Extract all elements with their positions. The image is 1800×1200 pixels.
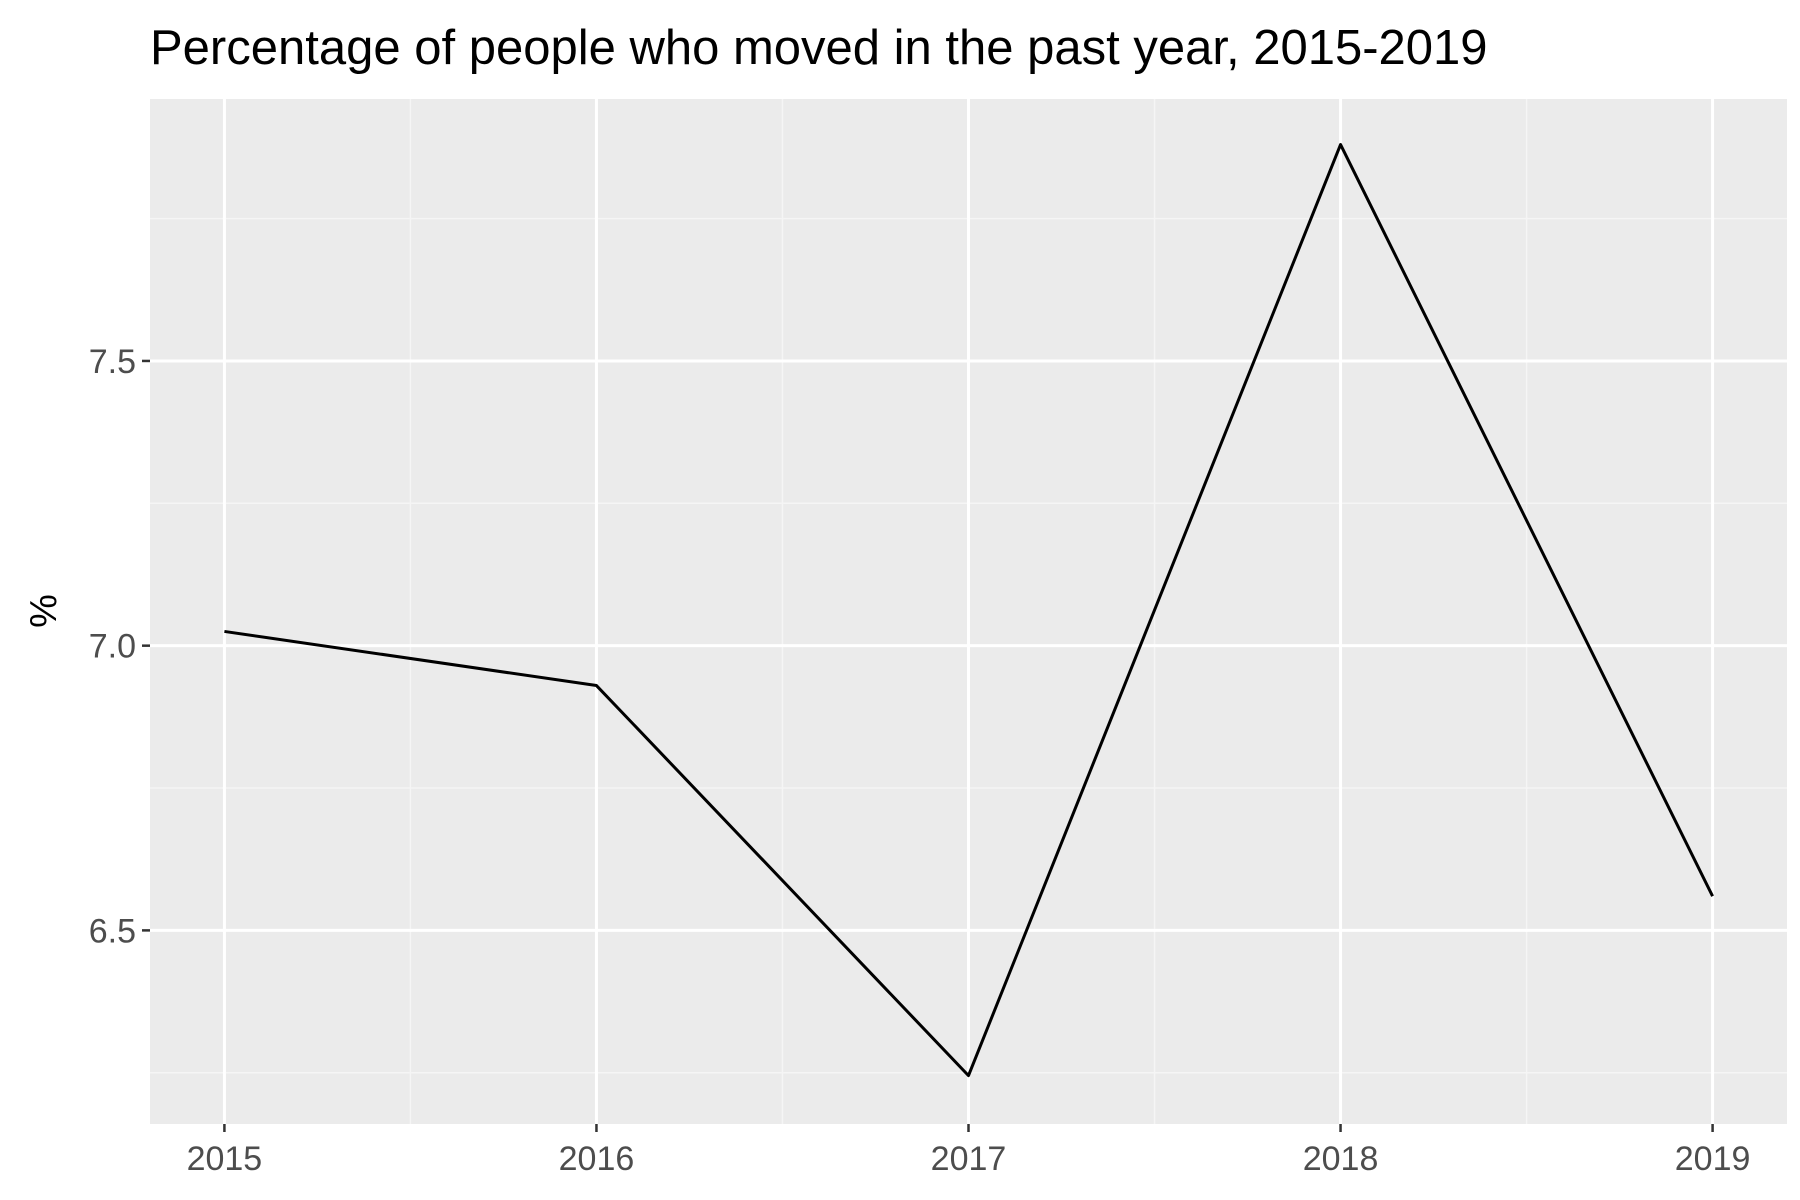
major-gridlines [150,99,1787,1124]
series-line [224,143,1714,1078]
x-tick-label: 2016 [559,1140,635,1178]
chart-title: Percentage of people who moved in the pa… [150,21,1488,75]
x-tick-label: 2015 [187,1140,263,1178]
y-tick-label: 6.5 [89,912,136,950]
y-tick-label: 7.0 [89,628,136,666]
y-axis-title: % [23,594,65,628]
x-tick-label: 2018 [1303,1140,1379,1178]
series-layer [224,143,1714,1078]
y-axis: 6.5 7.0 7.5 [89,343,150,950]
x-tick-label: 2017 [931,1140,1007,1178]
y-tick-label: 7.5 [89,343,136,381]
x-tick-label: 2019 [1675,1140,1751,1178]
x-axis: 2015 2016 2017 2018 2019 [187,1124,1751,1178]
